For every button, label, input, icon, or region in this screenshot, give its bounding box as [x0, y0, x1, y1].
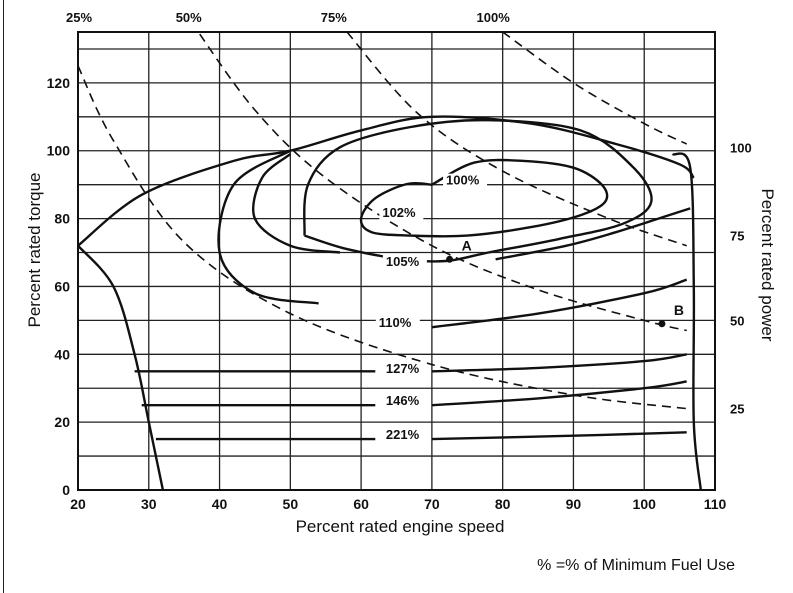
- x-tick-label: 20: [70, 496, 86, 512]
- limit-curve: [671, 152, 702, 490]
- contour-label: 102%: [382, 205, 416, 220]
- fuel-contour-extension: [431, 380, 687, 407]
- contour-label: 146%: [386, 393, 420, 408]
- power-right-label: 100: [730, 140, 752, 155]
- y-tick-label: 0: [62, 482, 70, 498]
- contour-label-bg: [375, 316, 420, 332]
- grid: [77, 31, 716, 491]
- x-tick-label: 110: [704, 496, 727, 512]
- y-tick-label: 120: [47, 75, 71, 91]
- fuel-contour-loop: [217, 149, 319, 305]
- x-tick-label: 100: [633, 496, 657, 512]
- power-top-label: 50%: [176, 10, 202, 25]
- left-border-line: [3, 0, 4, 593]
- contour-label-bg: [382, 394, 427, 410]
- x-axis-title: Percent rated engine speed: [296, 517, 505, 536]
- power-top-label: 100%: [477, 10, 511, 25]
- y-tick-label: 80: [54, 211, 70, 227]
- y2-axis-title: Percent rated power: [758, 188, 777, 341]
- contour-label-bg: [379, 205, 424, 221]
- x-tick-label: 80: [495, 496, 511, 512]
- power-curve-100: [502, 31, 688, 145]
- operating-point-label: A: [462, 237, 472, 253]
- fuel-contour-102: [303, 118, 653, 263]
- contour-label: 221%: [386, 427, 420, 442]
- fuel-contour-extension: [431, 353, 687, 373]
- contour-label-bg: [382, 255, 427, 271]
- limit-curve: [78, 244, 165, 490]
- power-top-label: 75%: [321, 10, 347, 25]
- fuel-note: % =% of Minimum Fuel Use: [537, 557, 735, 574]
- fuel-contour-extension: [431, 278, 688, 329]
- y-tick-label: 40: [54, 346, 70, 362]
- y-tick-label: 100: [47, 143, 71, 159]
- power-right-label: 75: [730, 229, 744, 244]
- y-tick-label: 20: [54, 414, 70, 430]
- contour-label: 105%: [386, 254, 420, 269]
- x-tick-label: 70: [424, 496, 440, 512]
- power-top-label: 25%: [66, 10, 92, 25]
- y-tick-label: 60: [54, 278, 70, 294]
- power-right-label: 50: [730, 313, 744, 328]
- contour-label: 100%: [446, 173, 480, 188]
- fuel-contour-110: [78, 115, 695, 247]
- plot-frame: [77, 31, 716, 491]
- operating-point: [658, 320, 666, 328]
- contour-label-bg: [443, 173, 488, 189]
- y-axis-title: Percent rated torque: [25, 173, 44, 328]
- fuel-contour-100: [359, 158, 609, 238]
- contour-label: 127%: [386, 361, 420, 376]
- power-curve-50: [195, 30, 687, 332]
- fuel-contour-loop: [251, 153, 341, 254]
- chart-labels: 20 30 40 50 60 70 80 90 100 110020406080100120100…: [47, 10, 752, 512]
- x-tick-label: 50: [283, 496, 299, 512]
- contour-label: 110%: [379, 315, 412, 330]
- x-tick-label: 30: [141, 496, 157, 512]
- x-tick-label: 90: [566, 496, 582, 512]
- operating-point-label: B: [674, 302, 684, 318]
- x-tick-label: 40: [212, 496, 228, 512]
- operating-point: [446, 255, 454, 263]
- contour-label-bg: [382, 428, 427, 444]
- x-tick-label: 60: [353, 496, 369, 512]
- fuel-contour-105: [495, 207, 691, 261]
- contour-label-bg: [382, 361, 427, 377]
- power-right-label: 25: [730, 402, 744, 417]
- fuel-contour-extension: [431, 431, 687, 441]
